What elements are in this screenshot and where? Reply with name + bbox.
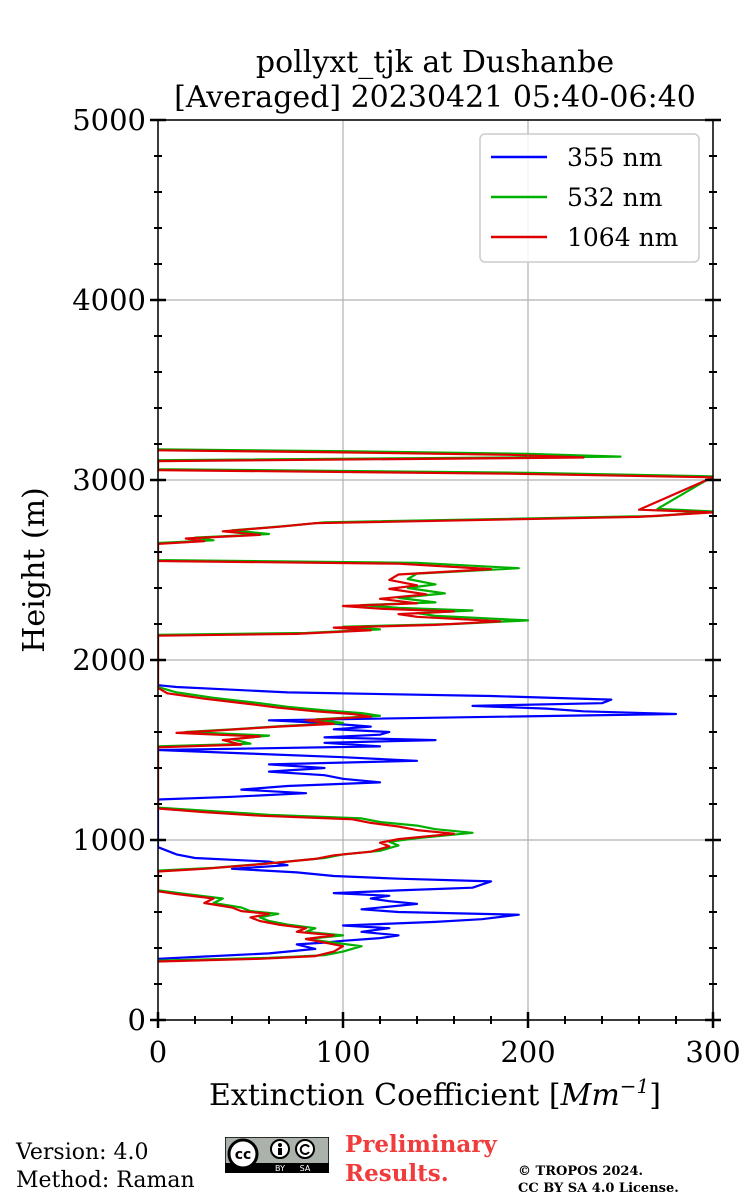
license-label: CC BY SA 4.0 License.: [518, 1181, 679, 1196]
version-label: Version: 4.0: [16, 1140, 149, 1165]
x-tick-label: 0: [149, 1035, 167, 1069]
legend-label-532-nm: 532 nm: [567, 183, 663, 212]
x-axis-label: Extinction Coefficient [Mm−1]: [209, 1074, 661, 1113]
chart-title-line1: pollyxt_tjk at Dushanbe: [256, 45, 614, 80]
legend: 355 nm 532 nm 1064 nm: [479, 133, 700, 263]
chart-title-line2: [Averaged] 20230421 05:40-06:40: [174, 80, 696, 115]
series-line-1064-nm: [158, 449, 713, 963]
by-text: BY: [275, 1164, 285, 1173]
cc-text: cc: [235, 1147, 252, 1163]
y-tick-label: 1000: [72, 823, 146, 857]
x-tick-label: 300: [685, 1035, 740, 1069]
y-tick-label: 0: [128, 1003, 146, 1037]
legend-label-355-nm: 355 nm: [567, 143, 663, 172]
series-lines: [158, 448, 713, 963]
y-axis-label: Height (m): [17, 487, 52, 652]
axis-ticks: 0 1000 2000 3000 4000 5000 0 100 200 300: [72, 103, 740, 1069]
x-tick-label: 200: [500, 1035, 555, 1069]
method-label: Method: Raman: [16, 1168, 195, 1193]
y-tick-label: 4000: [72, 283, 146, 317]
cc-icon: [227, 1138, 259, 1170]
legend-box: [479, 133, 700, 263]
y-tick-label: 5000: [72, 103, 146, 137]
y-tick-label: 2000: [72, 643, 146, 677]
preliminary-label: Preliminary: [345, 1131, 497, 1158]
x-tick-label: 100: [315, 1035, 370, 1069]
results-label: Results.: [345, 1160, 449, 1187]
cc-by-sa-badge: cc BY SA: [225, 1137, 329, 1173]
copyright-label: © TROPOS 2024.: [518, 1164, 644, 1179]
sa-icon: [295, 1139, 315, 1159]
plot-frame: [157, 119, 714, 1021]
y-tick-label: 3000: [72, 463, 146, 497]
series-line-355-nm: [158, 684, 678, 960]
legend-label-1064-nm: 1064 nm: [567, 223, 679, 252]
sa-text: SA: [300, 1164, 311, 1173]
series-line-532-nm: [158, 448, 713, 962]
